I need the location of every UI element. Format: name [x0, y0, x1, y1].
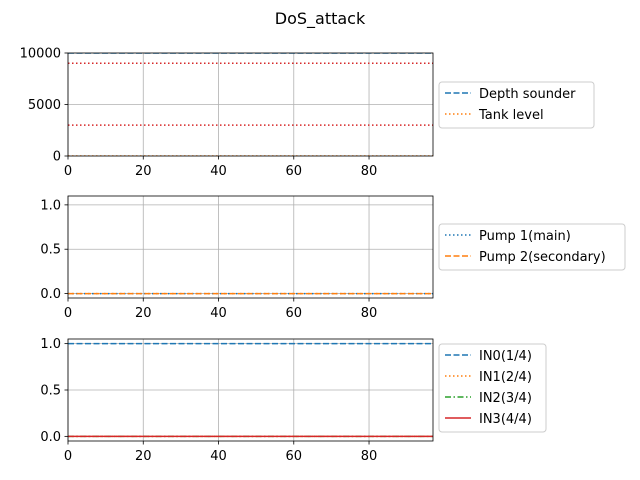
legend: Depth sounder Tank level — [438, 81, 595, 129]
legend-box — [438, 223, 626, 271]
chart-title: DoS_attack — [275, 9, 366, 29]
x-tick-label: 20 — [135, 449, 152, 464]
x-tick-label: 60 — [285, 164, 302, 179]
panel-2: 0 20 40 60 80 0.0 0.5 1.0 Pump 1(main) Pump 2(sec… — [40, 195, 626, 321]
x-tick-label: 80 — [361, 164, 378, 179]
axes-frame — [67, 195, 434, 299]
panel-1: 0 20 40 60 80 0 5000 10000 Depth sounder Tank lev… — [20, 47, 595, 179]
legend-label-2: Pump 2(secondary) — [479, 250, 606, 265]
legend-label-4: IN3(4/4) — [479, 412, 532, 427]
y-tick-label: 1.0 — [40, 337, 61, 352]
legend-box — [438, 81, 595, 129]
panels: 0 20 40 60 80 0 5000 10000 Depth sounder Tank lev… — [20, 47, 626, 464]
x-tick-label: 0 — [64, 164, 72, 179]
legend-label-3: IN2(3/4) — [479, 391, 532, 406]
x-tick-label: 40 — [210, 306, 227, 321]
y-tick-label: 0.0 — [40, 287, 61, 302]
x-tick-label: 40 — [210, 449, 227, 464]
x-tick-label: 60 — [285, 306, 302, 321]
panel-3: 0 20 40 60 80 0.0 0.5 1.0 IN0(1/4) IN1(2/4) IN2(3/… — [40, 337, 547, 464]
y-tick-label: 0.5 — [40, 243, 61, 258]
legend: IN0(1/4) IN1(2/4) IN2(3/4) IN3(4/4) — [438, 343, 547, 433]
legend-label-1: Depth sounder — [479, 87, 576, 102]
legend-label-2: Tank level — [478, 108, 544, 123]
y-tick-label: 0.5 — [40, 384, 61, 399]
legend-label-1: Pump 1(main) — [479, 229, 571, 244]
y-tick-label: 1.0 — [40, 198, 61, 213]
x-tick-label: 60 — [285, 449, 302, 464]
x-tick-label: 80 — [361, 306, 378, 321]
x-tick-label: 40 — [210, 164, 227, 179]
legend-box — [438, 343, 547, 433]
x-tick-label: 0 — [64, 306, 72, 321]
x-tick-label: 80 — [361, 449, 378, 464]
y-tick-label: 10000 — [20, 47, 61, 62]
legend: Pump 1(main) Pump 2(secondary) — [438, 223, 626, 271]
legend-label-2: IN1(2/4) — [479, 370, 532, 385]
x-tick-label: 0 — [64, 449, 72, 464]
x-tick-label: 20 — [135, 306, 152, 321]
x-tick-label: 20 — [135, 164, 152, 179]
legend-label-1: IN0(1/4) — [479, 349, 532, 364]
y-tick-label: 0 — [53, 150, 61, 165]
y-tick-label: 0.0 — [40, 430, 61, 445]
y-tick-label: 5000 — [28, 98, 61, 113]
